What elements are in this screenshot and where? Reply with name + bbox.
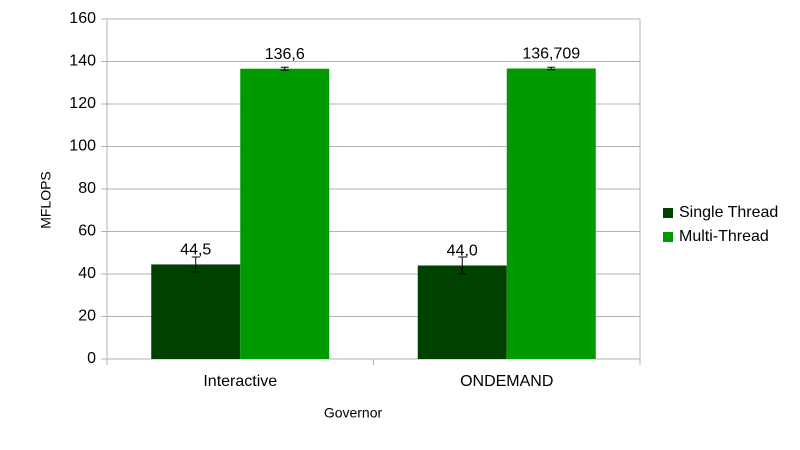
y-tick-label: 160 <box>69 10 96 27</box>
error-bar <box>280 66 289 71</box>
y-axis-label: MFLOPS <box>38 171 54 229</box>
error-bar <box>191 256 200 273</box>
legend-swatch <box>663 232 673 242</box>
x-axis-label: Governor <box>324 405 383 421</box>
legend-label: Single Thread <box>679 204 778 221</box>
y-tick-label: 140 <box>69 53 96 70</box>
data-label: 44,5 <box>180 242 211 259</box>
y-tick-label: 80 <box>78 180 96 197</box>
y-tick-label: 40 <box>78 265 96 282</box>
y-tick-label: 20 <box>78 308 96 325</box>
bar <box>240 68 330 359</box>
y-tick-label: 120 <box>69 95 96 112</box>
y-tick-label: 100 <box>69 138 96 155</box>
error-bar <box>547 66 556 71</box>
x-tick-label: Interactive <box>203 373 277 390</box>
legend-swatch <box>663 208 673 218</box>
data-label: 136,6 <box>265 46 305 63</box>
error-bar <box>458 256 467 275</box>
bar <box>151 264 241 359</box>
y-tick-label: 60 <box>78 223 96 240</box>
legend-label: Multi-Thread <box>679 228 769 245</box>
data-label: 136,709 <box>522 46 580 63</box>
data-label: 44,0 <box>447 243 478 260</box>
x-tick-label: ONDEMAND <box>460 373 553 390</box>
y-tick-label: 0 <box>87 350 96 367</box>
bar <box>417 265 507 359</box>
bar <box>506 68 596 359</box>
